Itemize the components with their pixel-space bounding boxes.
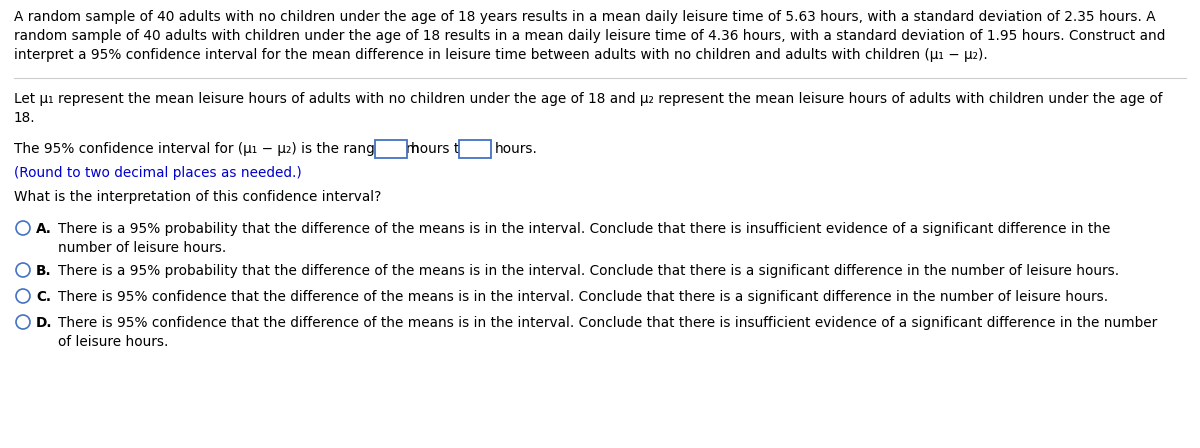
Text: A.: A. [36, 222, 52, 236]
Text: 18.: 18. [14, 111, 36, 125]
Text: hours to: hours to [410, 142, 468, 156]
Bar [374, 140, 407, 158]
Text: B.: B. [36, 264, 52, 278]
Text: There is a 95% probability that the difference of the means is in the interval. : There is a 95% probability that the diff… [58, 222, 1110, 255]
Text: hours.: hours. [496, 142, 538, 156]
Text: The 95% confidence interval for (μ₁ − μ₂) is the range from: The 95% confidence interval for (μ₁ − μ₂… [14, 142, 420, 156]
Text: Let μ₁ represent the mean leisure hours of adults with no children under the age: Let μ₁ represent the mean leisure hours … [14, 92, 1163, 106]
Text: (Round to two decimal places as needed.): (Round to two decimal places as needed.) [14, 166, 301, 180]
Text: C.: C. [36, 290, 50, 304]
Bar [458, 140, 491, 158]
Text: There is 95% confidence that the difference of the means is in the interval. Con: There is 95% confidence that the differe… [58, 316, 1157, 349]
Text: There is a 95% probability that the difference of the means is in the interval. : There is a 95% probability that the diff… [58, 264, 1120, 278]
Text: There is 95% confidence that the difference of the means is in the interval. Con: There is 95% confidence that the differe… [58, 290, 1108, 304]
Text: D.: D. [36, 316, 53, 330]
Text: A random sample of 40 adults with no children under the age of 18 years results : A random sample of 40 adults with no chi… [14, 10, 1165, 62]
Text: What is the interpretation of this confidence interval?: What is the interpretation of this confi… [14, 190, 382, 204]
